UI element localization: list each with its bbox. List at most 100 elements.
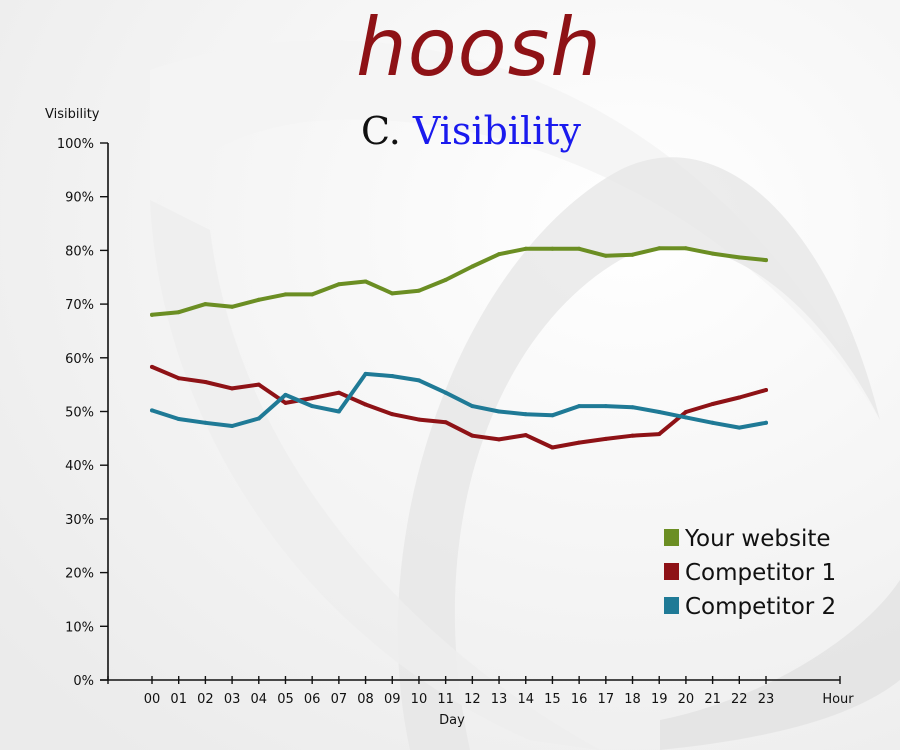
x-tick-label: 19 [651, 692, 668, 707]
series-lines [150, 246, 768, 450]
data-point [390, 374, 395, 379]
data-point [390, 412, 395, 417]
series-line-3 [150, 371, 768, 430]
x-tick-label: 13 [491, 692, 508, 707]
data-point [363, 402, 368, 407]
legend-swatch [664, 597, 679, 614]
data-point [230, 386, 235, 391]
x-ticks: 00 01 02 03 04 05 06 07 08 09 10 11 12 13 14 15 16 17 18 19… [107, 676, 841, 707]
x-tick-label: 22 [731, 692, 748, 707]
y-tick-label: 40% [65, 459, 94, 474]
x-tick-label: 10 [411, 692, 428, 707]
x-tick-label: 21 [704, 692, 721, 707]
data-point [737, 395, 742, 400]
data-point [764, 258, 768, 263]
data-point [523, 246, 528, 251]
data-point [497, 252, 502, 257]
data-point [470, 264, 475, 269]
data-point [283, 400, 288, 405]
data-point [203, 379, 208, 384]
data-point [336, 282, 341, 287]
data-point [416, 417, 421, 422]
data-point [523, 433, 528, 438]
y-ticks: 0% 10% 20% 30% 40% 50% 60% 70% 80% 90% 100% [57, 137, 108, 689]
data-point [176, 376, 181, 381]
y-tick-label: 100% [57, 137, 94, 152]
legend: Your website Competitor 1 Competitor 2 [664, 526, 836, 620]
data-point [630, 252, 635, 257]
x-tick-label: 03 [224, 692, 241, 707]
data-point [336, 390, 341, 395]
data-point [577, 246, 582, 251]
data-point [416, 288, 421, 293]
x-tick-label: 05 [277, 692, 294, 707]
y-tick-label: 50% [65, 406, 94, 421]
data-point [363, 371, 368, 376]
y-axis-title: Visibility [45, 107, 100, 122]
data-point [603, 253, 608, 258]
x-tick-label: 00 [144, 692, 161, 707]
data-point [737, 425, 742, 430]
x-tick-label: 15 [544, 692, 561, 707]
legend-swatch [664, 563, 679, 580]
data-point [764, 388, 768, 393]
y-tick-label: 90% [65, 191, 94, 206]
data-point [390, 291, 395, 296]
data-point [283, 292, 288, 297]
legend-label: Competitor 1 [685, 560, 836, 586]
x-tick-label: 11 [437, 692, 454, 707]
y-tick-label: 0% [73, 674, 94, 689]
y-tick-label: 80% [65, 244, 94, 259]
data-point [523, 412, 528, 417]
data-point [230, 304, 235, 309]
data-point [737, 255, 742, 260]
data-point [497, 437, 502, 442]
data-point [256, 382, 261, 387]
x-tick-label: 07 [331, 692, 348, 707]
data-point [657, 410, 662, 415]
data-point [764, 420, 768, 425]
data-point [336, 409, 341, 414]
axes: Visibility Day Hour [45, 107, 854, 728]
data-point [443, 390, 448, 395]
x-tick-label: 14 [517, 692, 534, 707]
data-point [630, 433, 635, 438]
data-point [310, 292, 315, 297]
data-point [683, 415, 688, 420]
data-point [256, 297, 261, 302]
chart-subtitle: C. Visibility [0, 106, 900, 156]
data-point [657, 432, 662, 437]
data-point [256, 416, 261, 421]
data-point [470, 433, 475, 438]
data-point [203, 302, 208, 307]
x-tick-label: 20 [678, 692, 695, 707]
data-point [363, 279, 368, 284]
y-tick-label: 30% [65, 513, 94, 528]
data-point [550, 445, 555, 450]
legend-swatch [664, 529, 679, 546]
brand-logo: hoosh [356, 1, 602, 94]
x-tick-label: 01 [170, 692, 187, 707]
data-point [577, 404, 582, 409]
data-point [683, 410, 688, 415]
data-point [310, 404, 315, 409]
x-tick-label: 02 [197, 692, 214, 707]
data-point [150, 364, 154, 369]
data-point [310, 396, 315, 401]
x-tick-label: 09 [384, 692, 401, 707]
data-point [497, 409, 502, 414]
data-point [550, 246, 555, 251]
x-axis-end-label: Hour [822, 692, 854, 707]
data-point [150, 312, 154, 317]
data-point [443, 420, 448, 425]
data-point [443, 277, 448, 282]
data-point [550, 413, 555, 418]
data-point [176, 310, 181, 315]
y-tick-label: 20% [65, 567, 94, 582]
data-point [230, 423, 235, 428]
x-tick-label: 06 [304, 692, 321, 707]
x-tick-label: 18 [624, 692, 641, 707]
subtitle-word: Visibility [412, 109, 581, 153]
data-point [710, 401, 715, 406]
data-point [416, 378, 421, 383]
